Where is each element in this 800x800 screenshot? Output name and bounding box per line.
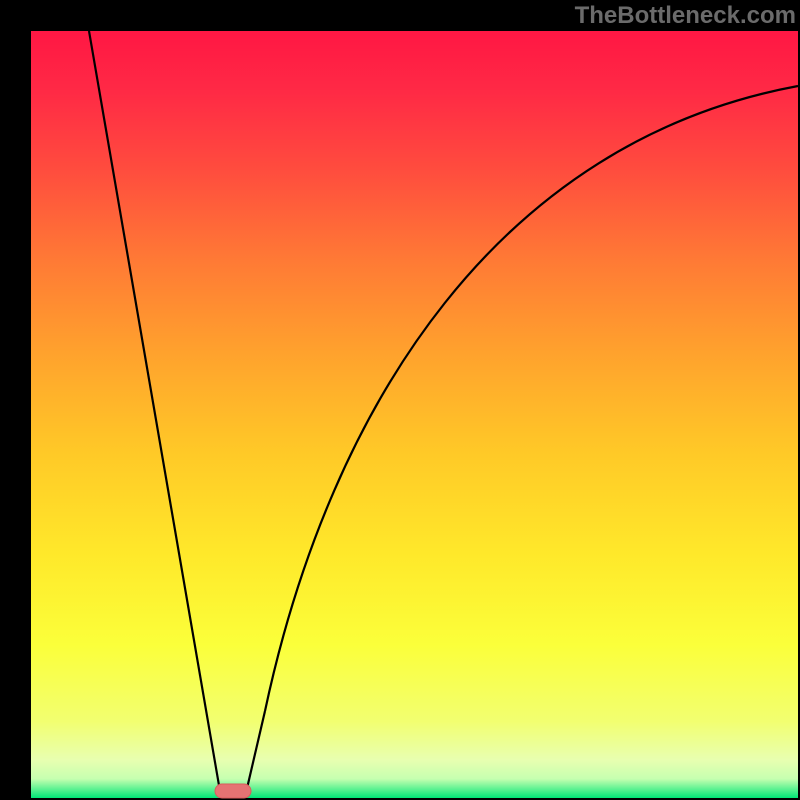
curves-svg [31,31,798,798]
left-line [89,31,221,797]
vertex-segment [245,711,265,797]
right-curve [265,86,798,711]
chart-container: TheBottleneck.com [0,0,800,800]
watermark-text: TheBottleneck.com [575,2,796,30]
plot-area [31,31,798,798]
bottleneck-marker [215,784,251,798]
